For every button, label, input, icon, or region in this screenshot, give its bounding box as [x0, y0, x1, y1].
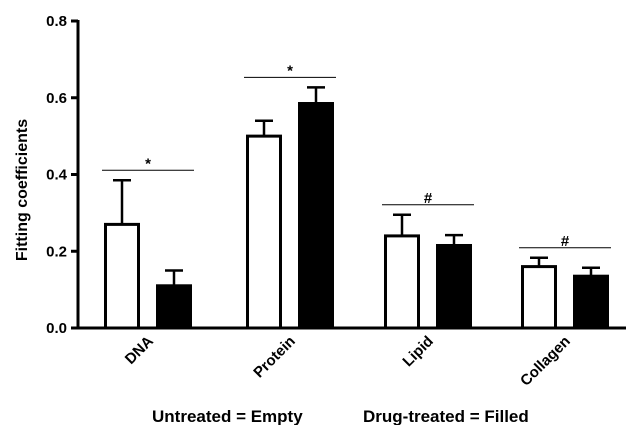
bar-dna-empty [104, 222, 140, 330]
legend-untreated: Untreated = Empty [152, 407, 303, 425]
bar-lipid-filled [436, 243, 472, 330]
significance-marker: # [561, 233, 570, 250]
bar-dna-filled [156, 284, 192, 330]
x-tick-label-protein: Protein [250, 333, 299, 382]
error-bars [113, 86, 600, 286]
bar-protein-empty [246, 134, 282, 330]
y-tick-label: 0.4 [46, 167, 68, 184]
significance-marker: * [287, 62, 293, 79]
significance-markers: * * # # [102, 62, 611, 250]
bars [104, 102, 609, 330]
y-tick-label: 0.0 [46, 320, 67, 337]
y-tick-label: 0.8 [46, 13, 67, 30]
bar-lipid-empty [384, 234, 420, 330]
x-tick-label-dna: DNA [122, 333, 157, 368]
x-tick-label-collagen: Collagen [517, 333, 574, 390]
y-axis-title: Fitting coefficients [14, 119, 31, 261]
y-tick-label: 0.2 [46, 243, 67, 260]
bar-collagen-filled [573, 274, 609, 330]
y-tick-label: 0.6 [46, 90, 67, 107]
bar-protein-filled [298, 102, 334, 330]
x-tick-label-lipid: Lipid [399, 333, 436, 370]
legend-drug-treated: Drug-treated = Filled [363, 407, 529, 425]
bar-collagen-empty [521, 265, 557, 330]
significance-marker: * [145, 155, 151, 172]
significance-marker: # [424, 190, 433, 207]
